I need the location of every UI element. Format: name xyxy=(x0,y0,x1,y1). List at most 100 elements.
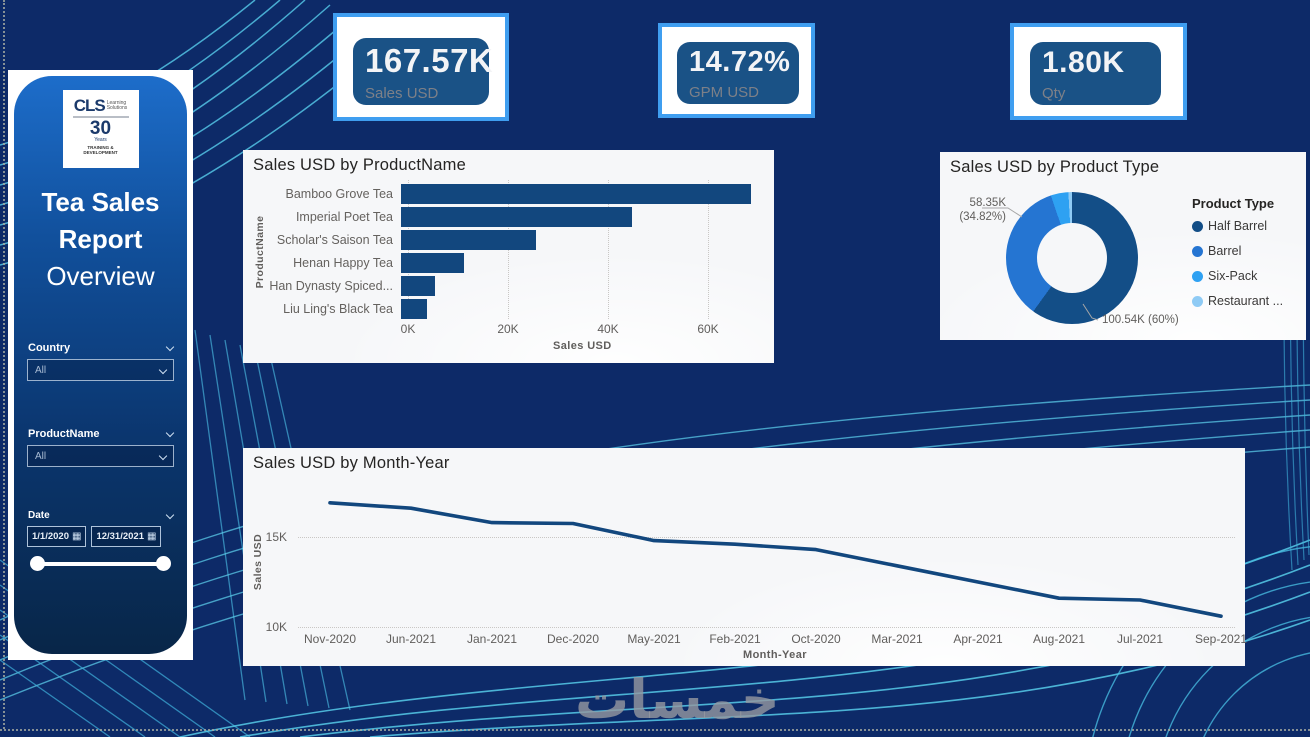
product-dropdown[interactable]: All xyxy=(27,445,174,467)
legend-item-barrel[interactable]: Barrel xyxy=(1192,244,1283,258)
page-border-left xyxy=(3,0,5,729)
bar-2[interactable] xyxy=(401,207,632,227)
legend-dot-icon xyxy=(1192,270,1203,282)
product-dropdown-value: All xyxy=(35,450,47,462)
report-title: Tea Sales Report Overview xyxy=(14,184,187,295)
date-range-slider-track xyxy=(30,556,171,571)
legend-item-half-barrel[interactable]: Half Barrel xyxy=(1192,219,1283,233)
donut-chart-title: Sales USD by Product Type xyxy=(950,158,1160,176)
bar-gridline xyxy=(708,180,709,319)
date-start-value: 1/1/2020 xyxy=(32,531,69,542)
calendar-icon[interactable]: ▦ xyxy=(71,531,82,542)
date-slider-handle-start[interactable] xyxy=(30,556,45,571)
donut-hole xyxy=(1037,223,1107,293)
kpi-gpm-label: GPM USD xyxy=(689,84,760,101)
kpi-card-sales: 167.57K Sales USD xyxy=(333,13,509,121)
report-title-line2: Report xyxy=(58,224,143,254)
date-end-value: 12/31/2021 xyxy=(96,531,144,542)
bar-x-tick-label: 0K xyxy=(400,322,416,336)
kpi-card-gpm: 14.72% GPM USD xyxy=(658,23,815,118)
legend-label: Restaurant ... xyxy=(1208,294,1284,308)
bar-1[interactable] xyxy=(401,184,751,204)
line-y-tick-label: 10K xyxy=(265,620,287,634)
kpi-gpm-value: 14.72% xyxy=(689,46,791,78)
bar-category-label: Scholar's Saison Tea xyxy=(276,233,393,247)
donut-callout-barrel-value: 58.35K xyxy=(969,197,1006,209)
bar-category-label: Imperial Poet Tea xyxy=(295,210,393,224)
line-x-tick-label: Jun-2021 xyxy=(385,632,437,646)
bar-row: Bamboo Grove Tea xyxy=(251,184,768,204)
report-title-line3: Overview xyxy=(46,261,155,291)
calendar-icon[interactable]: ▦ xyxy=(146,531,157,542)
donut-callout-barrel: 58.35K (34.82%) xyxy=(948,196,1006,224)
bar-category-label: Bamboo Grove Tea xyxy=(285,187,393,201)
line-x-tick-label: Nov-2020 xyxy=(303,632,357,646)
date-slicer-label: Date xyxy=(28,510,50,521)
date-range-inputs: 1/1/2020 ▦ 12/31/2021 ▦ xyxy=(27,526,162,547)
legend-dot-icon xyxy=(1192,245,1203,257)
bar-category-label: Han Dynasty Spiced... xyxy=(269,279,393,293)
bar-row: Imperial Poet Tea xyxy=(251,207,768,227)
legend-dot-icon xyxy=(1192,220,1203,232)
product-slicer-label: ProductName xyxy=(28,428,100,440)
logo-tagline-bar xyxy=(72,116,129,118)
line-x-tick-label: Mar-2021 xyxy=(871,632,923,646)
line-chart-title: Sales USD by Month-Year xyxy=(253,454,450,472)
bar-4[interactable] xyxy=(401,253,464,273)
line-chart-line[interactable] xyxy=(243,448,1245,666)
line-chart-x-axis-title: Month-Year xyxy=(743,649,807,661)
line-y-tick-label: 15K xyxy=(265,530,287,544)
logo-30-badge: 30 xyxy=(89,118,112,139)
bar-chart-x-axis-title: Sales USD xyxy=(553,340,612,352)
bar-x-tick-label: 40K xyxy=(597,322,619,336)
line-x-tick-label: Dec-2020 xyxy=(546,632,600,646)
legend-label: Six-Pack xyxy=(1208,269,1258,283)
line-x-tick-label: Jul-2021 xyxy=(1116,632,1164,646)
bar-6[interactable] xyxy=(401,299,427,319)
line-x-tick-label: May-2021 xyxy=(627,632,681,646)
bar-row: Liu Ling's Black Tea xyxy=(251,299,768,319)
chevron-down-icon[interactable] xyxy=(158,365,168,375)
date-start-input[interactable]: 1/1/2020 ▦ xyxy=(27,526,87,547)
date-collapse-icon[interactable] xyxy=(165,510,175,520)
donut-callout-barrel-pct: (34.82%) xyxy=(959,211,1006,223)
product-collapse-icon[interactable] xyxy=(165,428,175,438)
legend-item-six-pack[interactable]: Six-Pack xyxy=(1192,269,1283,283)
country-slicer-label: Country xyxy=(28,342,71,354)
bar-row: Han Dynasty Spiced... xyxy=(251,276,768,296)
kpi-card-gpm-inner: 14.72% GPM USD xyxy=(677,42,799,104)
report-title-line1: Tea Sales xyxy=(41,187,160,217)
donut-callout-lines xyxy=(982,207,1099,321)
sidebar-panel: CLS Learning Solutions 30 Years TRAINING… xyxy=(8,70,193,660)
kpi-sales-label: Sales USD xyxy=(365,85,439,102)
chevron-down-icon[interactable] xyxy=(158,451,168,461)
legend-label: Half Barrel xyxy=(1208,219,1268,233)
line-chart-panel: Sales USD by Month-Year Sales USD 15K 10K… xyxy=(243,448,1247,666)
line-x-tick-label: Feb-2021 xyxy=(709,632,761,646)
kpi-card-sales-inner: 167.57K Sales USD xyxy=(353,38,494,105)
khamsat-watermark: خمسات xyxy=(575,668,780,731)
bar-5[interactable] xyxy=(401,276,435,296)
date-slider-handle-end[interactable] xyxy=(156,556,171,571)
bar-chart-title: Sales USD by ProductName xyxy=(253,156,466,174)
bar-category-label: Henan Happy Tea xyxy=(293,256,393,270)
bar-3[interactable] xyxy=(401,230,536,250)
sidebar-background: CLS Learning Solutions 30 Years TRAINING… xyxy=(14,76,187,654)
country-dropdown-value: All xyxy=(35,364,47,376)
kpi-qty-value: 1.80K xyxy=(1042,46,1125,79)
line-gridline xyxy=(298,537,1235,538)
line-x-tick-label: Oct-2020 xyxy=(791,632,841,646)
kpi-card-qty: 1.80K Qty xyxy=(1010,23,1187,120)
bar-category-label: Liu Ling's Black Tea xyxy=(283,302,393,316)
kpi-sales-value: 167.57K xyxy=(365,42,494,79)
bar-chart-plot: Bamboo Grove Tea Imperial Poet Tea Scholar… xyxy=(251,184,768,322)
donut-legend-title: Product Type xyxy=(1192,196,1275,211)
date-end-input[interactable]: 12/31/2021 ▦ xyxy=(91,526,162,547)
page-border-bottom xyxy=(0,729,1310,731)
country-collapse-icon[interactable] xyxy=(165,342,175,352)
bar-gridline xyxy=(608,180,609,319)
line-x-tick-label: Aug-2021 xyxy=(1032,632,1086,646)
legend-item-restaurant-[interactable]: Restaurant ... xyxy=(1192,294,1283,308)
country-dropdown[interactable]: All xyxy=(27,359,174,381)
donut-callout-half-barrel: 100.54K (60%) xyxy=(1102,314,1179,326)
